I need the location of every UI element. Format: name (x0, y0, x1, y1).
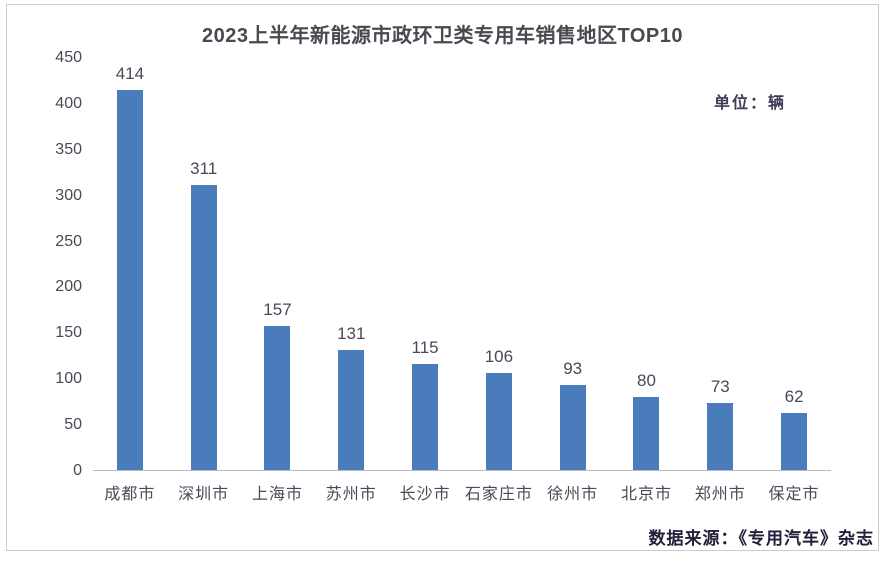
y-tick-label: 300 (55, 186, 82, 204)
category-label: 徐州市 (547, 486, 599, 503)
bar (190, 185, 217, 470)
bar (707, 403, 734, 470)
category-label: 长沙市 (399, 486, 451, 503)
bar-value-label: 73 (710, 377, 730, 396)
y-tick-label: 200 (55, 278, 82, 296)
plot-area: 414 成都市 311 深圳市 157 上海市 131 苏州市 115 长沙市 106 石家庄市 93 徐… (93, 58, 831, 504)
bar (412, 364, 439, 470)
bar (559, 385, 586, 470)
bar-group: 73 郑州市 (683, 58, 757, 504)
bar-group: 157 上海市 (241, 58, 315, 504)
y-tick-label: 450 (55, 49, 82, 66)
bar (485, 373, 512, 470)
bar-value-label: 414 (115, 64, 145, 83)
y-tick-label: 250 (55, 232, 82, 250)
y-tick-label: 350 (55, 140, 82, 158)
bar-value-label: 93 (563, 359, 583, 378)
category-label: 郑州市 (694, 486, 746, 503)
chart-title: 2023上半年新能源市政环卫类专用车销售地区TOP10 (202, 25, 683, 47)
y-tick-label: 100 (55, 370, 82, 388)
bar-group: 115 长沙市 (388, 58, 462, 504)
bar-group: 131 苏州市 (314, 58, 388, 504)
y-tick-label: 50 (64, 416, 82, 434)
bar (116, 90, 143, 470)
category-label: 苏州市 (325, 486, 377, 503)
bar (633, 397, 660, 470)
y-tick-label: 150 (55, 324, 82, 342)
category-label: 上海市 (251, 486, 303, 503)
source-note: 数据来源：《专用汽车》杂志 (648, 529, 874, 548)
category-label: 北京市 (620, 486, 672, 503)
bar-group: 106 石家庄市 (462, 58, 536, 504)
bar-value-label: 62 (784, 387, 804, 406)
y-tick-label: 400 (55, 94, 82, 112)
category-label: 深圳市 (178, 486, 230, 503)
bar-value-label: 115 (411, 338, 439, 357)
category-label: 保定市 (768, 486, 820, 503)
bar (264, 326, 291, 470)
unit-label: 单位：辆 (713, 95, 786, 112)
bar (338, 350, 365, 470)
bar-group: 93 徐州市 (536, 58, 610, 504)
bar-group: 62 保定市 (757, 58, 831, 504)
bars: 414 成都市 311 深圳市 157 上海市 131 苏州市 115 长沙市 106 石家庄市 93 徐… (93, 58, 831, 504)
bar-group: 414 成都市 (93, 58, 167, 504)
y-tick-label: 0 (73, 462, 82, 479)
bar-value-label: 311 (190, 159, 218, 178)
bar-value-label: 157 (263, 300, 292, 319)
bar-value-label: 80 (637, 371, 656, 390)
bar-value-label: 131 (337, 324, 366, 343)
category-label: 成都市 (104, 486, 156, 503)
chart-panel: 2023上半年新能源市政环卫类专用车销售地区TOP10 单位：辆 (6, 4, 879, 551)
bar-group: 80 北京市 (610, 58, 684, 504)
y-axis: 0 50 100 150 200 250 300 350 400 450 (24, 49, 82, 479)
category-label: 石家庄市 (464, 486, 533, 503)
bar-group: 311 深圳市 (167, 58, 241, 504)
bar-value-label: 106 (484, 347, 514, 366)
bar (781, 413, 808, 470)
